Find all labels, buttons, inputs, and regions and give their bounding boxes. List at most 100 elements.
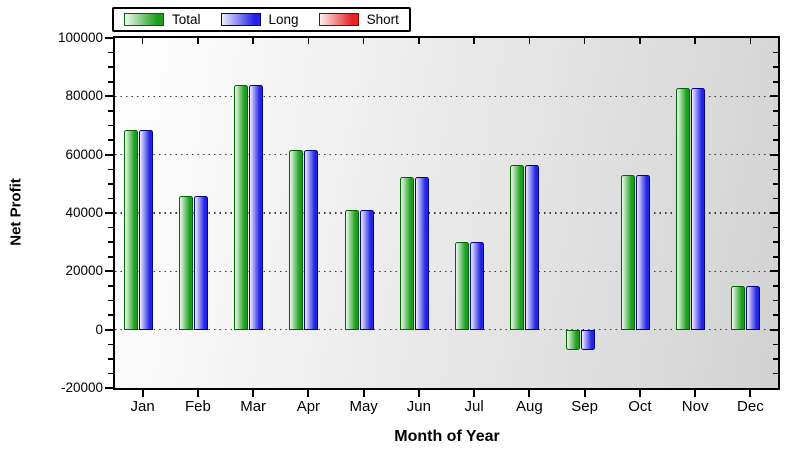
bar-jul-total [455, 242, 470, 330]
y-tick-right-55000 [773, 168, 778, 170]
y-tick-right-10000 [773, 299, 778, 302]
y-tick-right--5000 [773, 343, 778, 345]
x-tick-bottom-may [362, 390, 365, 397]
x-tick-label-may: May [349, 398, 378, 415]
gridline-0 [115, 328, 778, 331]
y-tick-label-40000: 40000 [65, 205, 103, 220]
y-tick-left-75000 [108, 110, 113, 112]
x-tick-label-aug: Aug [516, 398, 543, 415]
x-tick-bottom-nov [694, 390, 697, 397]
x-tick-label-jul: Jul [464, 398, 484, 415]
y-tick-left-85000 [108, 81, 113, 83]
bar-jan-long [138, 129, 153, 330]
gridline-60000 [115, 153, 778, 156]
y-tick-left--20000 [105, 387, 113, 389]
legend-swatch-long-icon [220, 13, 261, 26]
y-tick-left-10000 [108, 299, 113, 302]
bar-mar-long [249, 84, 264, 330]
y-tick-left--10000 [108, 358, 113, 360]
bar-oct-long [635, 175, 650, 330]
bar-sep-total [565, 329, 580, 351]
y-tick-right-70000 [773, 124, 778, 127]
x-tick-top-nov [694, 38, 696, 44]
bar-aug-long [525, 164, 540, 330]
y-tick-right-35000 [773, 226, 778, 229]
x-tick-bottom-feb [196, 390, 199, 397]
x-tick-bottom-apr [307, 390, 310, 397]
y-tick-right-80000 [770, 95, 778, 98]
y-tick-left-0 [105, 328, 113, 331]
x-tick-top-jan [141, 38, 144, 44]
bar-apr-long [304, 150, 319, 330]
y-tick-label-0: 0 [95, 321, 103, 337]
bar-mar-total [234, 84, 249, 330]
x-tick-label-jan: Jan [130, 398, 155, 415]
bar-apr-total [289, 150, 304, 330]
legend-label-total: Total [172, 12, 201, 27]
y-tick-right-50000 [773, 183, 778, 185]
x-tick-label-oct: Oct [628, 398, 652, 415]
x-tick-bottom-mar [252, 390, 255, 397]
x-tick-bottom-jan [141, 390, 144, 397]
x-tick-label-sep: Sep [571, 398, 598, 415]
bar-dec-total [731, 285, 746, 330]
bar-jan-total [123, 129, 138, 330]
x-tick-label-dec: Dec [737, 398, 764, 415]
y-tick-right-65000 [773, 139, 778, 141]
bar-nov-total [676, 87, 691, 330]
x-tick-bottom-sep [583, 390, 586, 397]
y-tick-right-40000 [770, 212, 778, 214]
x-axis-title: Month of Year [394, 428, 500, 445]
x-tick-top-oct [639, 38, 641, 44]
x-tick-top-aug [528, 38, 531, 44]
x-tick-top-may [362, 38, 365, 44]
bar-dec-long [746, 285, 761, 330]
y-tick-left-70000 [108, 124, 113, 127]
x-tick-top-dec [749, 38, 752, 44]
y-tick-right-60000 [770, 153, 778, 156]
y-tick-left-5000 [108, 314, 113, 316]
y-tick-left-100000 [105, 37, 113, 39]
y-tick-left-95000 [108, 51, 113, 54]
y-tick-label--20000: -20000 [60, 380, 103, 395]
x-tick-bottom-aug [528, 390, 531, 397]
x-tick-bottom-jul [473, 390, 476, 397]
x-tick-top-jun [418, 38, 420, 44]
legend-item-total: Total [124, 12, 201, 27]
gridline-40000 [115, 212, 778, 214]
x-tick-top-jul [473, 38, 475, 44]
y-tick-left-90000 [108, 66, 113, 68]
x-tick-bottom-jun [417, 390, 420, 397]
bar-oct-total [620, 175, 635, 330]
x-tick-top-mar [252, 38, 254, 44]
x-tick-top-feb [197, 38, 199, 44]
y-tick-left-30000 [108, 241, 113, 243]
y-tick-right-15000 [773, 285, 778, 287]
gridline-80000 [115, 95, 778, 98]
x-tick-label-feb: Feb [184, 398, 211, 415]
y-tick-right-85000 [773, 81, 778, 83]
bar-may-total [344, 210, 359, 330]
y-tick-left-35000 [108, 226, 113, 229]
bar-jun-total [399, 176, 414, 330]
x-tick-top-sep [583, 38, 586, 44]
x-tick-label-apr: Apr [296, 398, 321, 415]
y-tick-left-25000 [108, 256, 113, 258]
y-tick-right-5000 [773, 314, 778, 316]
bar-feb-total [178, 195, 193, 330]
legend-swatch-short-icon [318, 13, 359, 26]
y-tick-right-25000 [773, 256, 778, 258]
bar-jul-long [470, 242, 485, 330]
plot-area [113, 36, 780, 390]
gridline-20000 [115, 270, 778, 273]
x-tick-label-mar: Mar [240, 398, 267, 415]
y-tick-left-80000 [105, 95, 113, 98]
y-tick-left-20000 [105, 270, 113, 273]
legend-swatch-total-icon [124, 13, 164, 26]
y-tick-left-65000 [108, 139, 113, 141]
y-tick-label-20000: 20000 [65, 263, 103, 279]
y-tick-label-100000: 100000 [57, 30, 103, 45]
y-tick-right-0 [770, 328, 778, 331]
y-tick-left--15000 [108, 372, 113, 375]
